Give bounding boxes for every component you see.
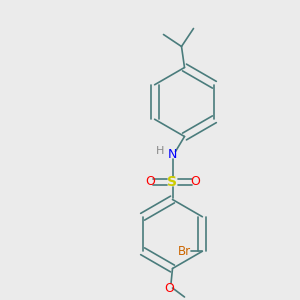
Text: O: O xyxy=(190,175,200,188)
Text: O: O xyxy=(145,175,155,188)
Text: S: S xyxy=(167,175,178,188)
Text: O: O xyxy=(165,281,174,295)
Text: Br: Br xyxy=(178,245,191,258)
Text: N: N xyxy=(168,148,177,161)
Text: H: H xyxy=(156,146,165,157)
